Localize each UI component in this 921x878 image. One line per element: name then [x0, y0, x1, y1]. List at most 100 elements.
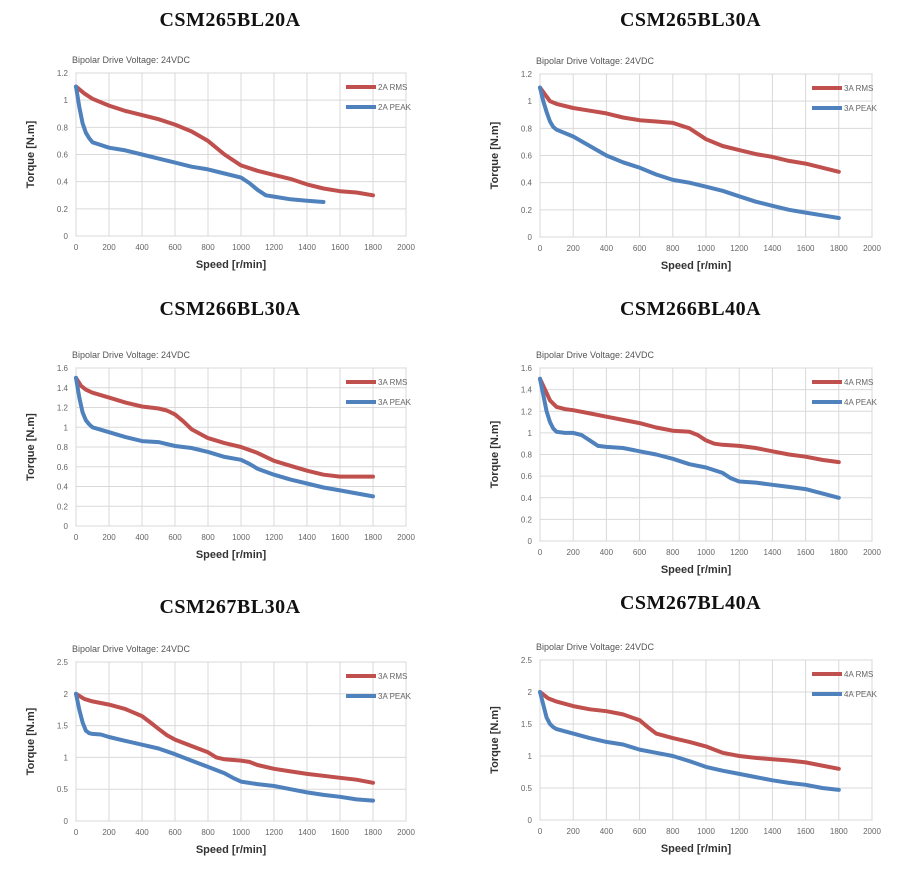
x-tick-label: 600 [633, 548, 647, 557]
y-tick-label: 0 [528, 537, 533, 546]
x-tick-label: 400 [135, 243, 149, 252]
x-tick-label: 2000 [397, 243, 415, 252]
y-tick-label: 0.8 [521, 124, 533, 133]
y-tick-label: 1 [528, 97, 533, 106]
y-axis-label: Torque [N.m] [489, 706, 501, 774]
x-tick-label: 2000 [863, 548, 881, 557]
y-tick-label: 0.2 [521, 515, 533, 524]
y-tick-label: 0.2 [521, 206, 533, 215]
legend-label: 2A RMS [378, 83, 407, 92]
legend-label: 3A RMS [378, 378, 407, 387]
y-tick-label: 0.8 [57, 443, 69, 452]
x-tick-label: 1600 [797, 548, 815, 557]
series-line-1 [74, 691, 375, 785]
y-tick-label: 0.4 [57, 178, 69, 187]
x-tick-label: 200 [567, 827, 581, 836]
y-tick-label: 1 [64, 96, 69, 105]
x-tick-label: 400 [135, 533, 149, 542]
y-tick-label: 0.5 [57, 785, 69, 794]
y-tick-label: 0.6 [57, 151, 69, 160]
y-tick-label: 0.4 [521, 179, 533, 188]
y-tick-label: 0.2 [57, 205, 69, 214]
y-tick-label: 0 [64, 522, 69, 531]
legend-label: 4A RMS [844, 670, 873, 679]
legend-label: 4A PEAK [844, 690, 878, 699]
series-line-1 [538, 376, 841, 465]
y-tick-label: 1 [64, 753, 69, 762]
x-tick-label: 0 [538, 827, 543, 836]
x-tick-label: 800 [201, 533, 215, 542]
y-tick-label: 2 [528, 688, 533, 697]
x-tick-label: 1600 [331, 533, 349, 542]
x-tick-label: 1000 [232, 533, 250, 542]
y-tick-label: 1.6 [57, 364, 69, 373]
y-tick-label: 1.6 [521, 364, 533, 373]
x-tick-label: 1600 [797, 244, 815, 253]
y-tick-label: 1.4 [521, 386, 533, 395]
x-tick-label: 600 [633, 244, 647, 253]
x-tick-label: 800 [201, 828, 215, 837]
x-tick-label: 800 [666, 548, 680, 557]
x-tick-label: 1800 [364, 533, 382, 542]
x-tick-label: 1400 [298, 243, 316, 252]
x-tick-label: 1200 [730, 827, 748, 836]
series-line-2 [74, 375, 375, 499]
x-tick-label: 2000 [397, 828, 415, 837]
x-tick-label: 1000 [697, 244, 715, 253]
x-tick-label: 1800 [364, 828, 382, 837]
chart-svg: Bipolar Drive Voltage: 24VDC 0 0.2 0.4 0.6 0.… [25, 350, 415, 561]
x-tick-label: 200 [102, 533, 116, 542]
x-tick-label: 200 [567, 244, 581, 253]
chart-title: CSM266BL30A [159, 298, 301, 320]
series-line-2 [538, 690, 841, 792]
x-tick-label: 0 [538, 548, 543, 557]
y-tick-label: 0 [528, 816, 533, 825]
chart-subtitle: Bipolar Drive Voltage: 24VDC [72, 350, 191, 360]
y-tick-label: 0.6 [521, 152, 533, 161]
x-tick-label: 200 [567, 548, 581, 557]
y-tick-label: 0.5 [521, 784, 533, 793]
chart-subtitle: Bipolar Drive Voltage: 24VDC [536, 56, 655, 66]
x-tick-label: 1600 [331, 828, 349, 837]
chart-panel-2: CSM265BL30A Bipolar Drive Voltage: 24VDC… [460, 0, 921, 292]
series-line-1 [538, 85, 841, 174]
y-tick-label: 1.2 [521, 407, 533, 416]
x-axis-label: Speed [r/min] [661, 564, 732, 576]
x-tick-label: 0 [538, 244, 543, 253]
x-tick-label: 1200 [265, 243, 283, 252]
chart-panel-5: CSM267BL30A Bipolar Drive Voltage: 24VDC… [0, 584, 460, 878]
y-tick-label: 1.5 [57, 722, 69, 731]
series-line-1 [74, 375, 375, 479]
legend-label: 3A RMS [378, 672, 407, 681]
chart-svg: Bipolar Drive Voltage: 24VDC 0 0.5 1 1.5 2 2.5… [489, 642, 881, 855]
y-tick-label: 0.8 [57, 123, 69, 132]
x-tick-label: 800 [666, 244, 680, 253]
x-tick-label: 1400 [764, 827, 782, 836]
series-line-2 [538, 376, 841, 500]
chart-title: CSM267BL30A [159, 596, 301, 618]
chart-svg: Bipolar Drive Voltage: 24VDC 0 0.5 1 1.5 2 2.5… [25, 644, 415, 856]
chart-title: CSM266BL40A [619, 298, 762, 320]
x-axis-label: Speed [r/min] [196, 259, 267, 271]
series-line-1 [74, 84, 375, 198]
x-tick-label: 2000 [863, 244, 881, 253]
x-tick-label: 200 [102, 828, 116, 837]
chart-title: CSM265BL20A [159, 9, 301, 31]
y-tick-label: 1.2 [521, 70, 533, 79]
x-tick-label: 1200 [730, 548, 748, 557]
y-tick-label: 0 [64, 817, 69, 826]
y-axis-label: Torque [N.m] [25, 707, 37, 775]
x-tick-label: 1000 [232, 828, 250, 837]
chart-subtitle: Bipolar Drive Voltage: 24VDC [536, 642, 655, 652]
y-tick-label: 1.2 [57, 69, 69, 78]
x-axis-label: Speed [r/min] [661, 260, 732, 272]
y-tick-label: 1 [528, 752, 533, 761]
chart-subtitle: Bipolar Drive Voltage: 24VDC [536, 350, 655, 360]
x-tick-label: 400 [600, 548, 614, 557]
chart-title: CSM265BL30A [619, 9, 762, 31]
legend-label: 3A PEAK [378, 692, 412, 701]
x-tick-label: 1200 [265, 828, 283, 837]
y-tick-label: 0.6 [521, 472, 533, 481]
y-tick-label: 0.8 [521, 451, 533, 460]
x-tick-label: 1400 [764, 548, 782, 557]
